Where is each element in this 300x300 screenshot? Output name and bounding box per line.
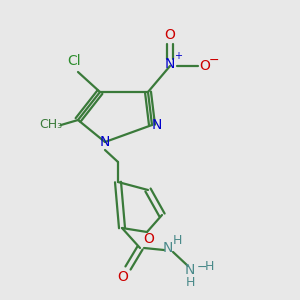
Text: H: H xyxy=(185,277,195,290)
Text: H: H xyxy=(204,260,214,274)
Text: O: O xyxy=(165,28,176,42)
Text: −: − xyxy=(209,53,219,67)
Text: O: O xyxy=(200,59,210,73)
Text: N: N xyxy=(165,57,175,71)
Text: CH₃: CH₃ xyxy=(39,118,63,131)
Text: Cl: Cl xyxy=(67,54,81,68)
Text: −: − xyxy=(197,260,207,274)
Text: N: N xyxy=(100,135,110,149)
Text: N: N xyxy=(163,241,173,255)
Text: N: N xyxy=(152,118,162,132)
Text: H: H xyxy=(172,233,182,247)
Text: O: O xyxy=(118,270,128,284)
Text: O: O xyxy=(144,232,154,246)
Text: +: + xyxy=(174,51,182,61)
Text: N: N xyxy=(185,263,195,277)
